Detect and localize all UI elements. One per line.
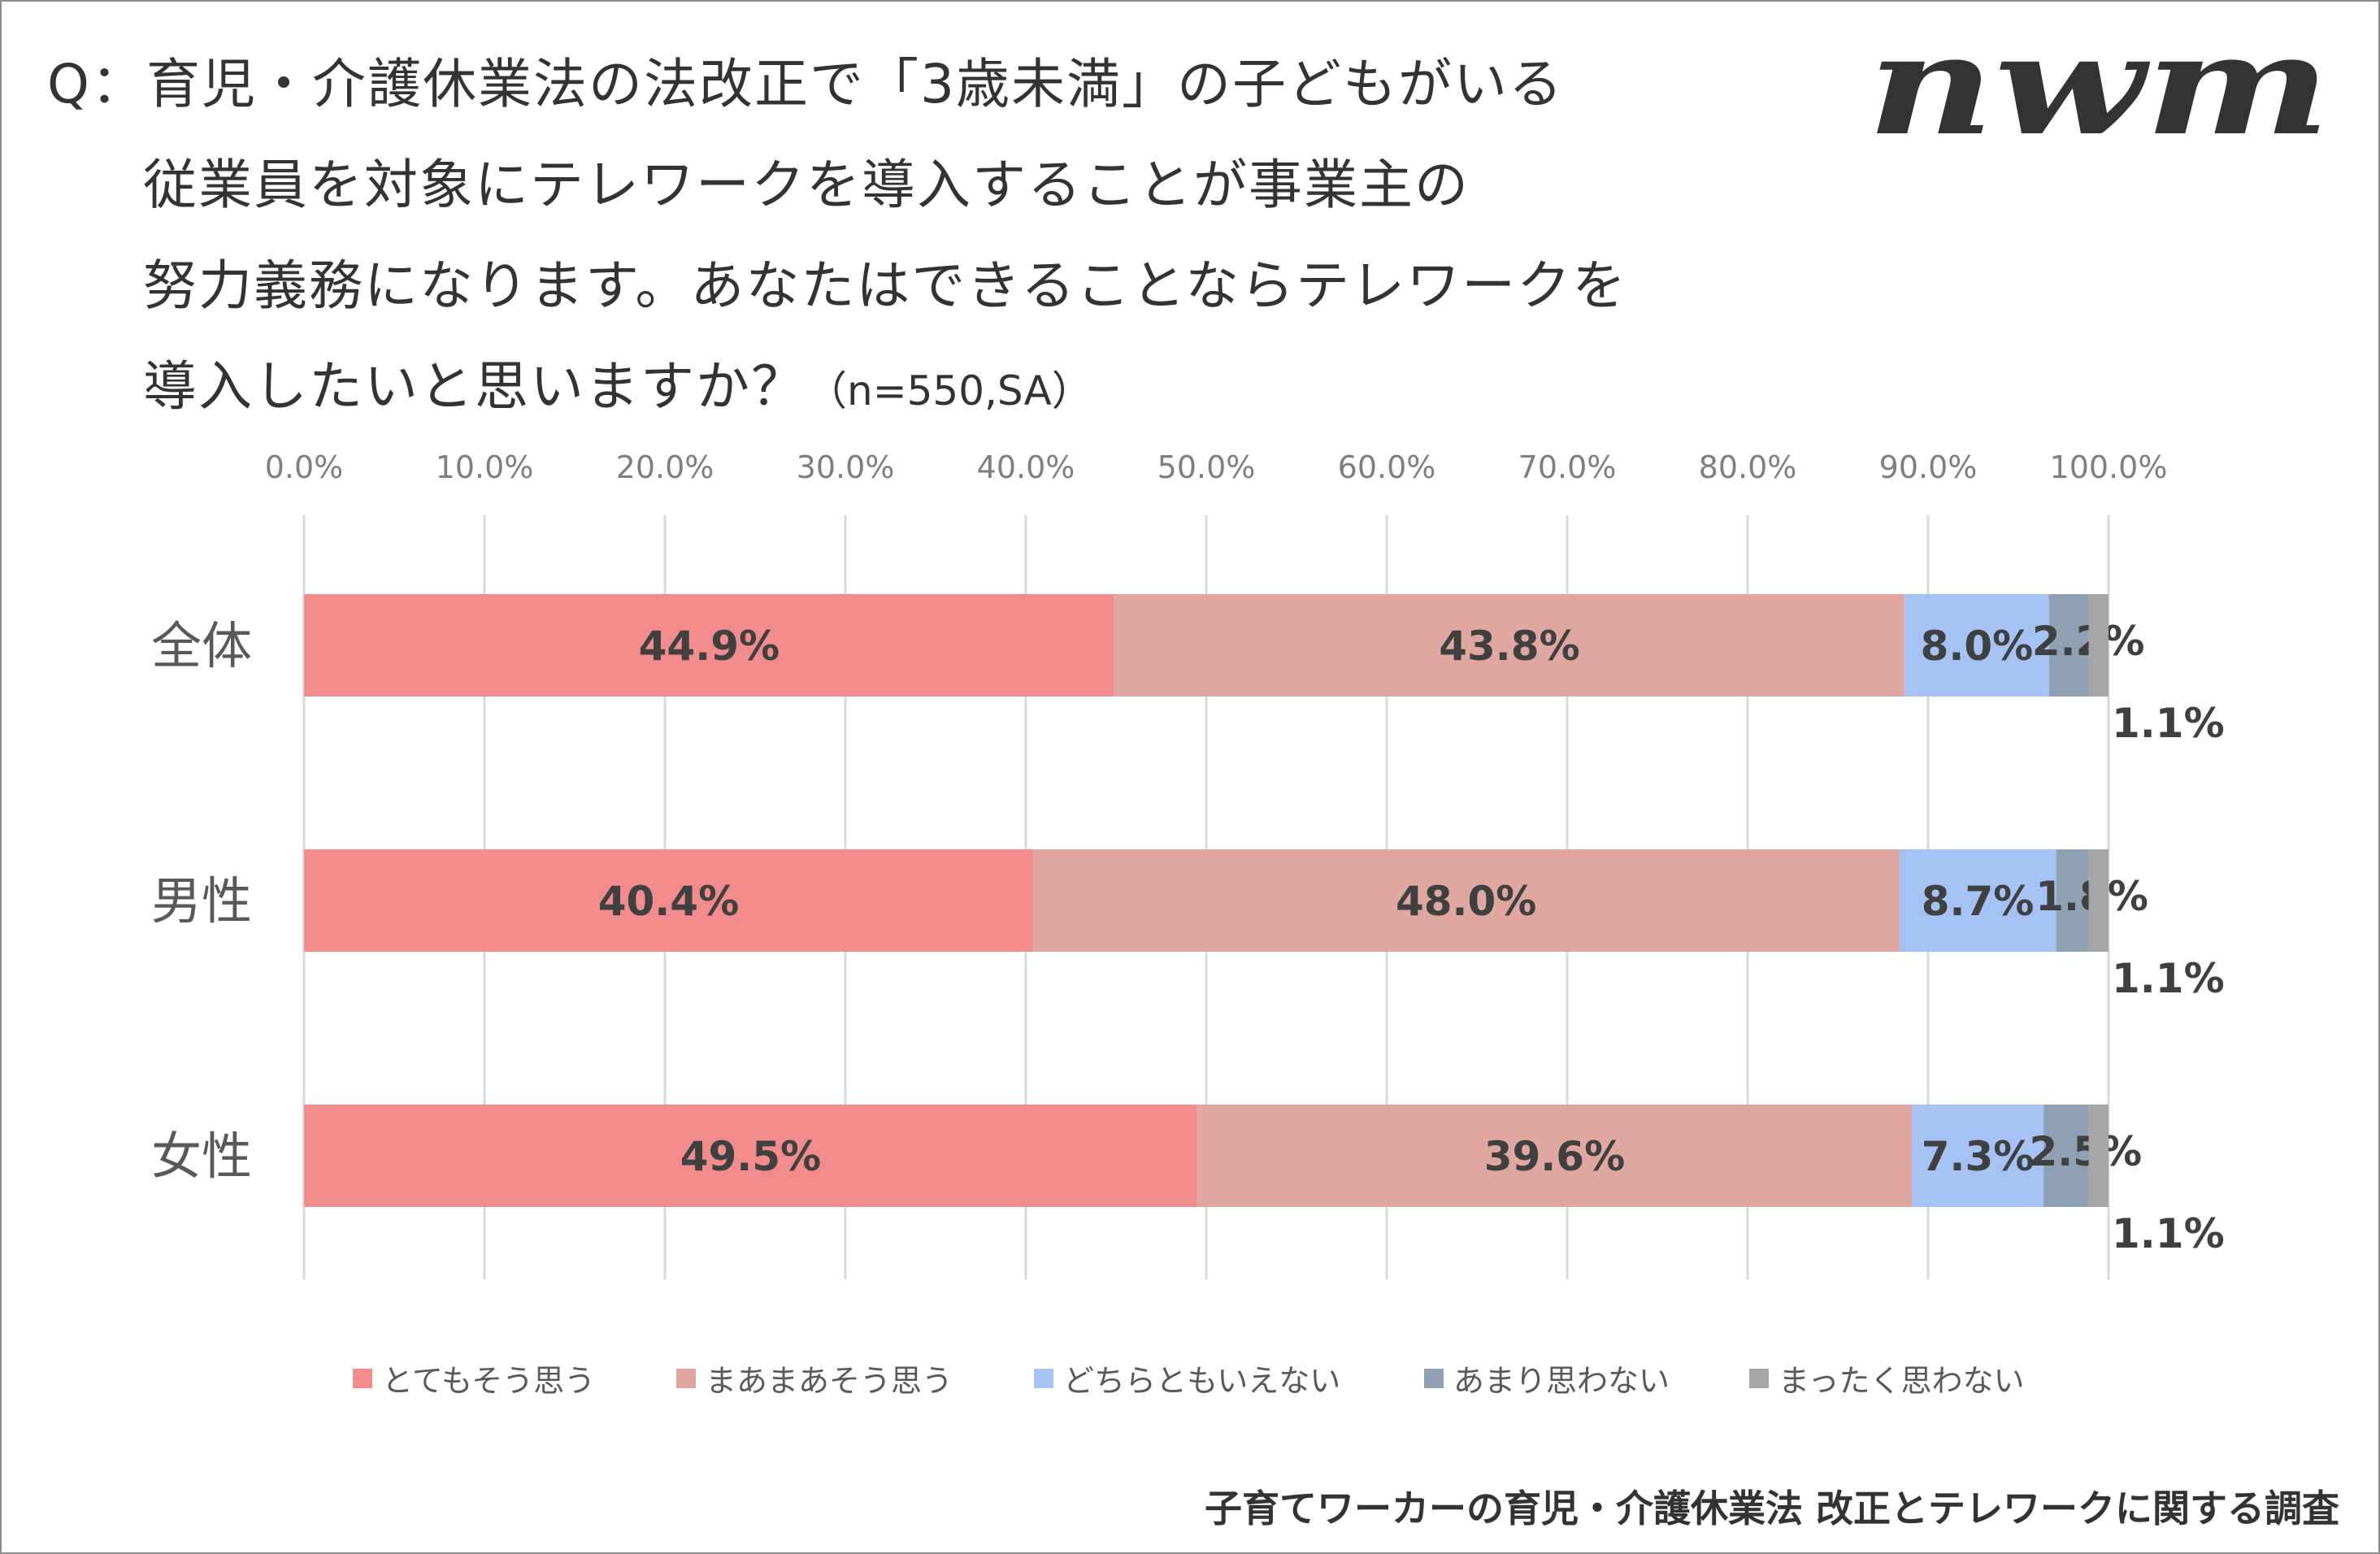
x-tick-label: 30.0% (797, 449, 895, 485)
chart-title-line-4-text: 導入したいと思いますか？ (143, 355, 806, 418)
chart-title-line-2: 従業員を対象にテレワークを導入することが事業主の (143, 154, 1470, 216)
x-tick-label: 40.0% (977, 449, 1075, 485)
chart-legend: とてもそう思う まあまあそう思う どちらともいえない あまり思わない まったく思わない (2, 1352, 2380, 1401)
legend-item: あまり思わない (1424, 1356, 1670, 1400)
data-label: 1.1% (2112, 700, 2225, 747)
data-label: 40.4% (598, 878, 739, 925)
data-label: 8.7% (1922, 878, 2035, 925)
bar-segment (1114, 594, 1905, 697)
legend-label: とてもそう思う (382, 1363, 596, 1399)
bar-segment (2043, 1105, 2089, 1207)
legend-label: まったく思わない (1778, 1363, 2025, 1399)
x-tick-label: 0.0% (265, 449, 344, 485)
x-tick-label: 100.0% (2050, 449, 2168, 485)
data-label: 48.0% (1396, 878, 1536, 925)
x-tick-label: 10.0% (436, 449, 534, 485)
legend-label: まあまあそう思う (706, 1363, 953, 1399)
bar-segment (1912, 1105, 2044, 1207)
data-label: 2.2% (2032, 618, 2145, 665)
legend-item: まったく思わない (1749, 1356, 2024, 1400)
category-label: 全体 (151, 616, 252, 675)
bar-segment (1899, 849, 2056, 952)
legend-item: とてもそう思う (353, 1356, 595, 1400)
chart-title-line-3: 努力義務になります。あなたはできることならテレワークを (143, 254, 1628, 317)
legend-swatch (1034, 1368, 1053, 1388)
data-label: 8.0% (1921, 623, 2034, 670)
x-tick-label: 70.0% (1518, 449, 1617, 485)
legend-label: あまり思わない (1453, 1363, 1670, 1399)
nwm-logo: nwm (1867, 34, 2330, 156)
legend-swatch (676, 1368, 696, 1388)
sample-size-note: （n=550,SA） (806, 367, 1092, 415)
bar-segment (2088, 594, 2109, 697)
x-tick-label: 80.0% (1699, 449, 1797, 485)
bar-segment (2088, 1105, 2109, 1207)
x-tick-label: 20.0% (616, 449, 714, 485)
data-label: 39.6% (1484, 1133, 1625, 1180)
legend-swatch (1424, 1368, 1444, 1388)
bar-segment (304, 849, 1033, 952)
category-label: 女性 (151, 1126, 252, 1186)
data-label: 43.8% (1439, 623, 1579, 670)
bar-segment (1197, 1105, 1913, 1207)
bar-segment (2048, 594, 2089, 697)
x-tick-label: 60.0% (1338, 449, 1436, 485)
bar-segment (304, 594, 1114, 697)
data-label: 1.1% (2112, 1210, 2225, 1257)
legend-item: まあまあそう思う (676, 1356, 953, 1400)
bar-segment (304, 1105, 1197, 1207)
legend-swatch (1749, 1368, 1769, 1388)
data-label: 49.5% (680, 1133, 821, 1180)
category-label: 男性 (151, 871, 252, 931)
bar-segment (2088, 849, 2109, 952)
data-label: 7.3% (1922, 1133, 2035, 1180)
x-tick-label: 90.0% (1879, 449, 1978, 485)
data-label: 44.9% (639, 623, 780, 670)
legend-swatch (353, 1368, 372, 1388)
bar-segment (1032, 849, 1900, 952)
chart-title-line-4: 導入したいと思いますか？（n=550,SA） (143, 343, 1092, 421)
x-tick-label: 50.0% (1157, 449, 1256, 485)
legend-label: どちらともいえない (1063, 1363, 1341, 1399)
nwm-logo-text: nwm (1867, 34, 2330, 156)
data-label: 2.5% (2029, 1128, 2142, 1175)
survey-source: 子育てワーカーの育児・介護休業法 改正とテレワークに関する調査 (1204, 1487, 2339, 1530)
bar-segment (1904, 594, 2049, 697)
data-label: 1.1% (2112, 955, 2225, 1002)
legend-item: どちらともいえない (1034, 1356, 1340, 1400)
chart-title-line-1: Q：育児・介護休業法の法改正で「3歳未満」の子どもがいる (47, 53, 1564, 115)
bar-segment (2056, 849, 2089, 952)
